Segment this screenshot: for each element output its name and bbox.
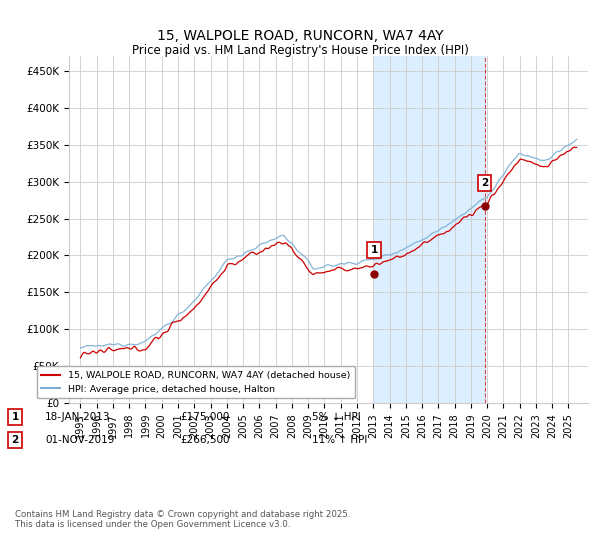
Text: 2: 2 — [481, 178, 488, 188]
Text: 18-JAN-2013: 18-JAN-2013 — [45, 412, 110, 422]
Bar — [374, 56, 485, 403]
Legend: 15, WALPOLE ROAD, RUNCORN, WA7 4AY (detached house), HPI: Average price, detache: 15, WALPOLE ROAD, RUNCORN, WA7 4AY (deta… — [37, 366, 355, 399]
Text: Contains HM Land Registry data © Crown copyright and database right 2025.
This d: Contains HM Land Registry data © Crown c… — [15, 510, 350, 529]
Text: 01-NOV-2019: 01-NOV-2019 — [45, 435, 115, 445]
Text: £266,500: £266,500 — [180, 435, 229, 445]
Text: 2: 2 — [11, 435, 19, 445]
Text: 1: 1 — [370, 245, 377, 255]
Text: Price paid vs. HM Land Registry's House Price Index (HPI): Price paid vs. HM Land Registry's House … — [131, 44, 469, 57]
Text: £175,000: £175,000 — [180, 412, 229, 422]
Text: 11% ↑ HPI: 11% ↑ HPI — [312, 435, 367, 445]
Text: 15, WALPOLE ROAD, RUNCORN, WA7 4AY: 15, WALPOLE ROAD, RUNCORN, WA7 4AY — [157, 29, 443, 44]
Text: 5% ↓ HPI: 5% ↓ HPI — [312, 412, 361, 422]
Text: 1: 1 — [11, 412, 19, 422]
